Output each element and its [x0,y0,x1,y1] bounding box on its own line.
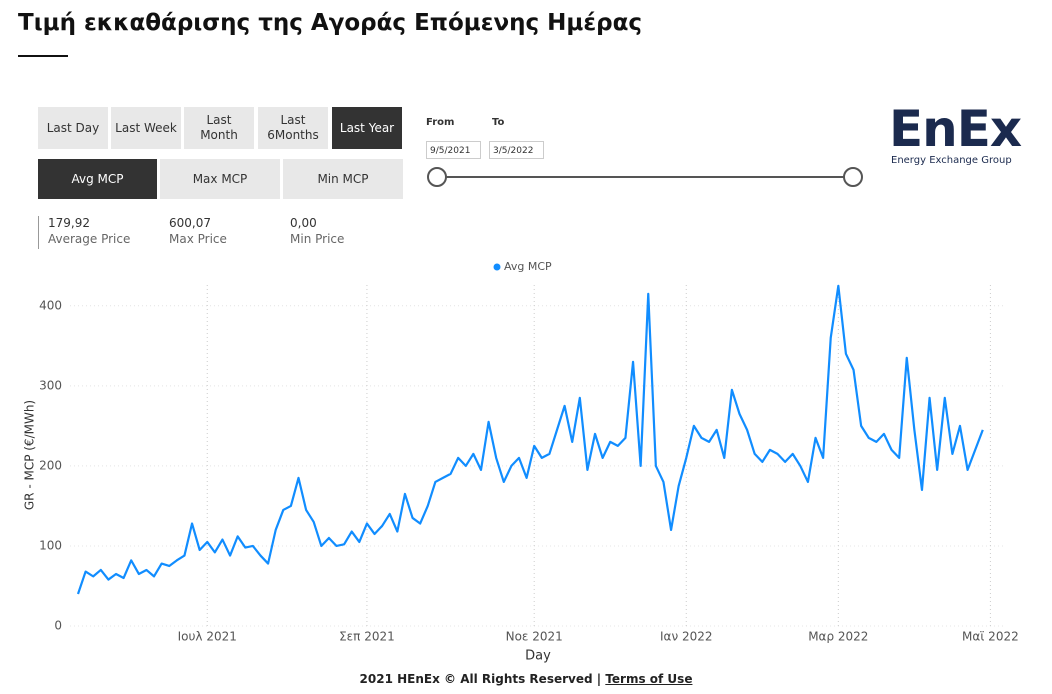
period-button[interactable]: Last Year [332,107,402,149]
x-tick-label: Ιουλ 2021 [178,630,237,644]
slider-handle[interactable] [843,167,863,187]
x-tick-label: Ιαν 2022 [660,630,713,644]
to-label: To [492,117,505,128]
stat-label: Min Price [290,232,345,246]
logo: EnEx [889,100,1022,158]
period-button[interactable]: Last Week [111,107,181,149]
x-tick-label: Μαρ 2022 [808,630,868,644]
metric-button[interactable]: Max MCP [160,159,280,199]
period-button[interactable]: Last 6Months [258,107,328,149]
period-button[interactable]: Last Day [38,107,108,149]
metric-button[interactable]: Min MCP [283,159,403,199]
footer-text: 2021 HEnEx © All Rights Reserved | [359,672,602,686]
y-tick-label: 0 [54,619,62,633]
x-tick-label: Νοε 2021 [506,630,563,644]
y-tick-label: 200 [39,458,62,472]
stat-value: 179,92 [48,216,90,230]
y-axis-label: GR - MCP (€/MWh) [23,400,37,510]
stat-value: 0,00 [290,216,317,230]
x-tick-label: Μαϊ 2022 [962,630,1019,644]
date-slider [427,167,863,187]
metric-button[interactable]: Avg MCP [38,159,157,199]
stat-value: 600,07 [169,216,211,230]
x-axis-label: Day [525,649,551,664]
x-tick-label: Σεπ 2021 [339,630,395,644]
from-input[interactable]: 9/5/2021 [426,141,481,159]
stats: 179,92 Average Price 600,07 Max Price 0,00… [38,216,399,249]
from-label: From [426,117,455,128]
stat-label: Max Price [169,232,227,246]
period-button[interactable]: Last Month [184,107,254,149]
footer: 2021 HEnEx © All Rights Reserved | Terms… [0,672,1052,686]
title-rule [18,55,68,57]
stat-label: Average Price [48,232,131,246]
legend-marker [493,263,501,271]
y-tick-label: 400 [39,298,62,312]
to-input[interactable]: 3/5/2022 [489,141,544,159]
page-title: Τιμή εκκαθάρισης της Αγοράς Επόμενης Ημέ… [18,10,643,36]
logo-subtitle: Energy Exchange Group [891,155,1012,166]
data-line [76,284,984,595]
y-tick-label: 300 [39,378,62,392]
terms-link[interactable]: Terms of Use [605,672,693,686]
legend-label: Avg MCP [504,260,552,273]
y-tick-label: 100 [39,538,62,552]
slider-handle[interactable] [427,167,447,187]
